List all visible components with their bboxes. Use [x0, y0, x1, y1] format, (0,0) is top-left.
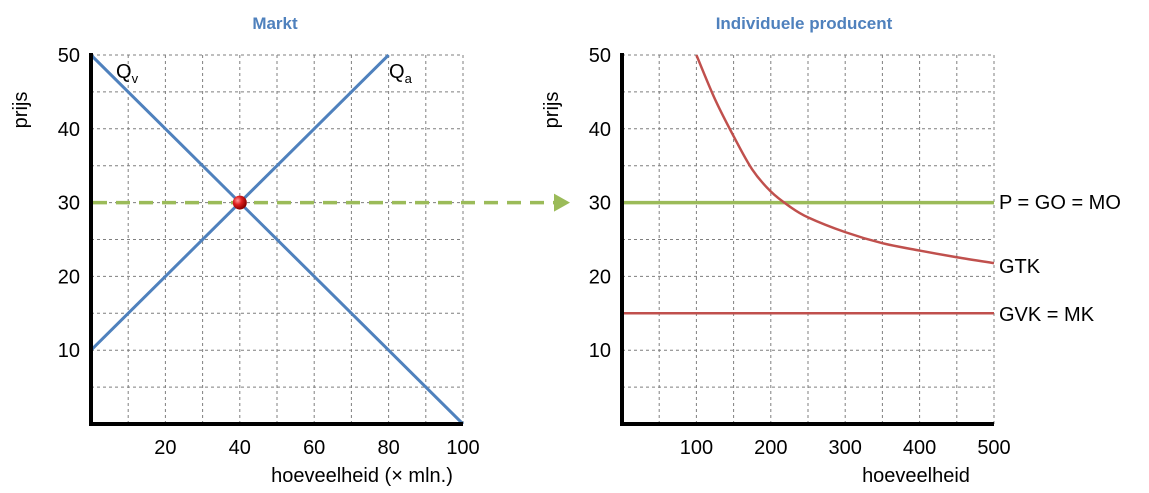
right-y-tick-labels: 10 20 30 40 50	[589, 45, 611, 362]
y-tick-label: 40	[589, 119, 611, 141]
y-tick-label: 50	[58, 45, 80, 67]
equilibrium-point	[232, 195, 247, 210]
x-tick-label: 80	[377, 437, 399, 459]
x-tick-label: 400	[903, 437, 936, 459]
right-x-axis-title: hoeveelheid	[862, 465, 970, 487]
p-go-mo-label: P = GO = MO	[999, 192, 1121, 214]
left-panel-title: Markt	[252, 14, 298, 33]
gtk-label: GTK	[999, 256, 1041, 278]
x-tick-label: 20	[154, 437, 176, 459]
gtk-curve	[695, 54, 995, 265]
qv-label: Qv	[116, 61, 139, 86]
qa-label: Qa	[389, 61, 413, 86]
x-tick-label: 40	[229, 437, 251, 459]
dashed-price-arrow-head	[554, 193, 570, 212]
y-tick-label: 10	[589, 340, 611, 362]
y-tick-label: 40	[58, 119, 80, 141]
right-y-axis-title: prijs	[541, 92, 563, 129]
x-tick-label: 100	[680, 437, 713, 459]
x-tick-label: 500	[977, 437, 1010, 459]
x-tick-label: 100	[446, 437, 479, 459]
y-tick-label: 30	[589, 193, 611, 215]
left-x-tick-labels: 20 40 60 80 100	[154, 437, 479, 459]
left-y-tick-labels: 10 20 30 40 50	[58, 45, 80, 362]
left-y-axis-title: prijs	[10, 92, 32, 129]
x-tick-label: 200	[754, 437, 787, 459]
right-panel-title: Individuele producent	[716, 14, 893, 33]
gvk-mk-label: GVK = MK	[999, 304, 1095, 326]
right-x-tick-labels: 100 200 300 400 500	[680, 437, 1011, 459]
y-tick-label: 20	[589, 266, 611, 288]
x-tick-label: 60	[303, 437, 325, 459]
right-grid	[622, 54, 995, 424]
y-tick-label: 50	[589, 45, 611, 67]
y-tick-label: 30	[58, 193, 80, 215]
demand-line-qv	[89, 53, 465, 426]
x-tick-label: 300	[829, 437, 862, 459]
y-tick-label: 10	[58, 340, 80, 362]
left-x-axis-title: hoeveelheid (× mln.)	[271, 465, 453, 487]
y-tick-label: 20	[58, 266, 80, 288]
